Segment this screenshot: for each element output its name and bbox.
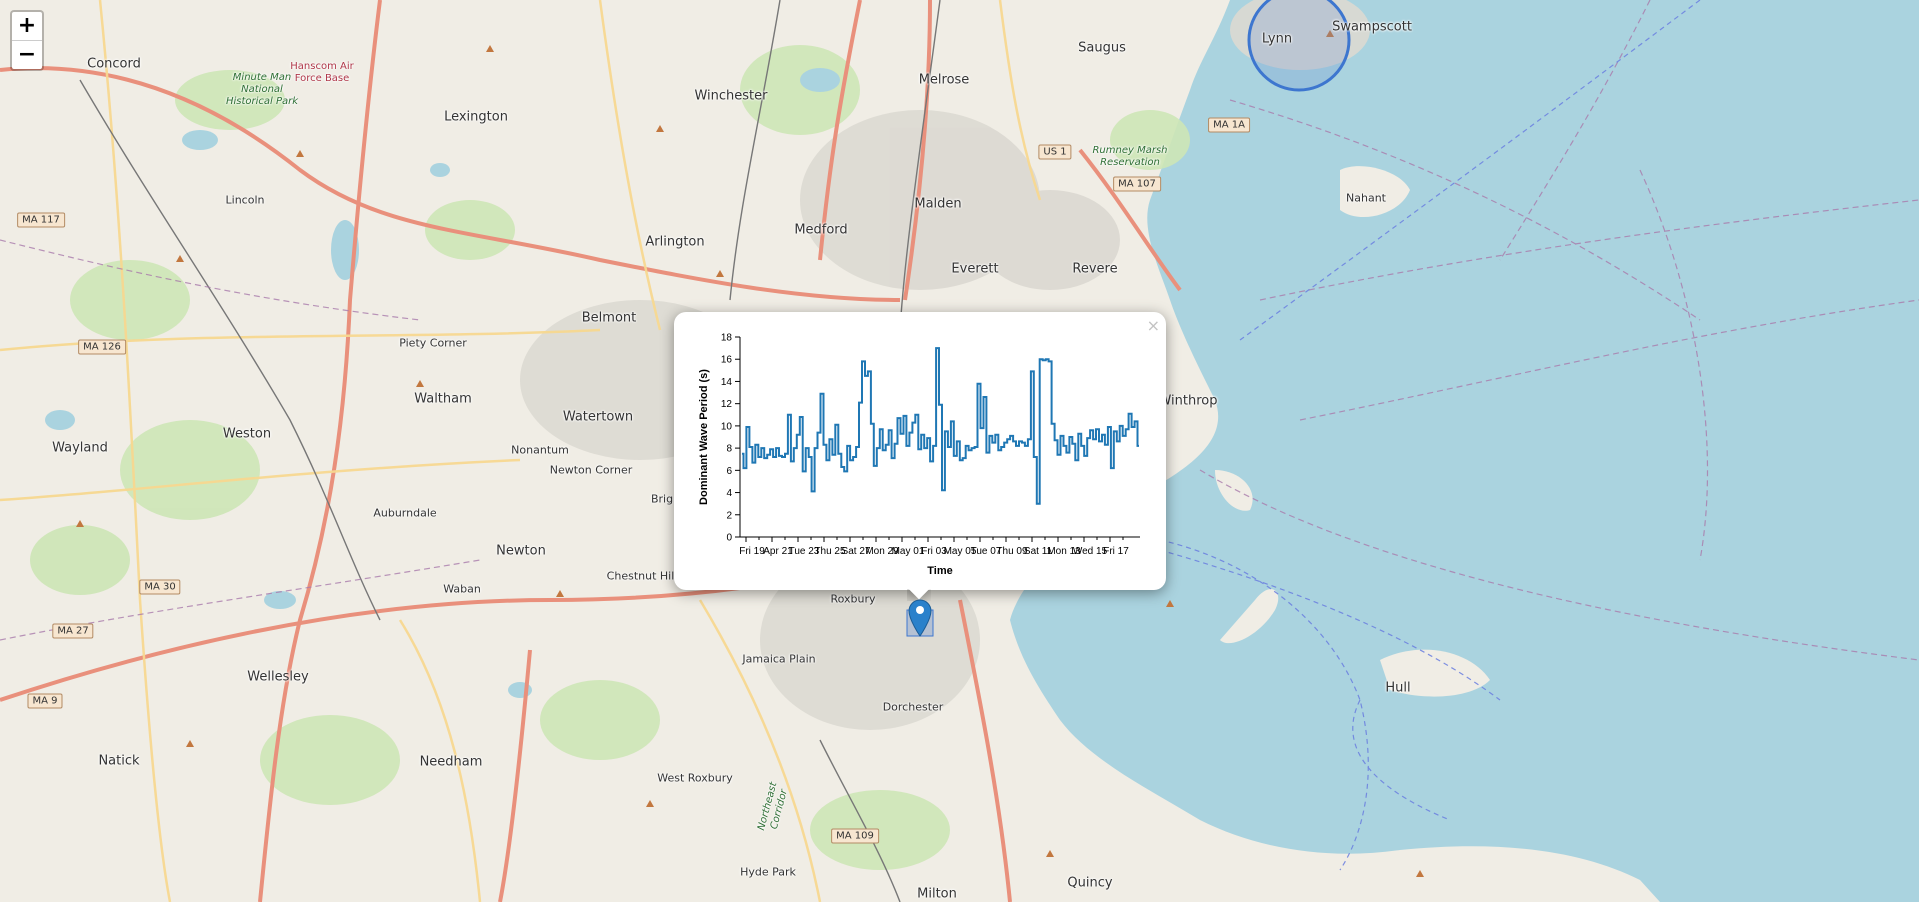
location-marker-icon[interactable] — [905, 596, 935, 638]
y-tick-label: 6 — [726, 466, 732, 477]
route-shield: MA 30 — [139, 579, 181, 595]
zoom-in-button[interactable]: + — [17, 13, 37, 38]
route-shield: MA 117 — [17, 212, 65, 228]
y-tick-label: 16 — [721, 355, 733, 366]
route-shield: MA 27 — [52, 623, 94, 639]
y-tick-label: 2 — [726, 510, 732, 521]
y-tick-label: 10 — [721, 421, 733, 432]
zoom-out-button[interactable]: − — [12, 40, 42, 69]
railways — [79, 0, 941, 902]
highlight-circle — [1247, 0, 1351, 92]
zoom-control: + − — [10, 10, 44, 71]
ferry-routes — [1159, 0, 1701, 871]
route-shield: MA 107 — [1113, 176, 1161, 192]
x-tick-label: Apr 21 — [763, 546, 793, 557]
y-axis-label: Dominant Wave Period (s) — [698, 369, 710, 505]
series-line — [742, 347, 1139, 505]
x-tick-label: Sat 11 — [1024, 546, 1053, 557]
x-tick-label: Wed 15 — [1073, 546, 1108, 557]
y-tick-label: 18 — [721, 333, 733, 344]
arterial-roads — [0, 0, 1042, 902]
x-tick-label: Tue 23 — [789, 546, 820, 557]
y-tick-label: 12 — [721, 399, 733, 410]
y-tick-label: 4 — [726, 488, 732, 499]
x-axis-label: Time — [927, 565, 952, 577]
x-tick-label: Fri 03 — [921, 546, 947, 557]
y-tick-label: 8 — [726, 444, 732, 455]
chart-popup: × 0 2 4 6 8 10 12 14 16 18 Fri 19 Apr 21 Tue 23 Thu 2… — [674, 312, 1166, 590]
park-areas — [30, 45, 1190, 870]
x-tick-label: Fri 19 — [739, 546, 765, 557]
x-tick-label: Mon 13 — [1047, 546, 1081, 557]
route-shield: MA 1A — [1208, 117, 1250, 133]
x-tick-label: Mon 29 — [865, 546, 899, 557]
lakes — [45, 68, 840, 698]
route-shield: US 1 — [1038, 144, 1072, 160]
x-tick-label: Fri 17 — [1103, 546, 1129, 557]
x-tick-label: Tue 07 — [971, 546, 1002, 557]
popup-close-button[interactable]: × — [1146, 316, 1160, 335]
x-tick-label: May 01 — [892, 546, 925, 557]
route-shield: MA 109 — [831, 828, 879, 844]
x-tick-label: May 05 — [944, 546, 977, 557]
x-tick-label: Thu 09 — [996, 546, 1028, 557]
route-shield: MA 9 — [27, 693, 63, 709]
route-shield: MA 126 — [78, 339, 126, 355]
x-tick-label: Thu 25 — [814, 546, 846, 557]
y-tick-label: 14 — [721, 377, 733, 388]
x-tick-label: Sat 27 — [842, 546, 871, 557]
islands — [1215, 166, 1490, 697]
y-tick-label: 0 — [726, 533, 732, 544]
